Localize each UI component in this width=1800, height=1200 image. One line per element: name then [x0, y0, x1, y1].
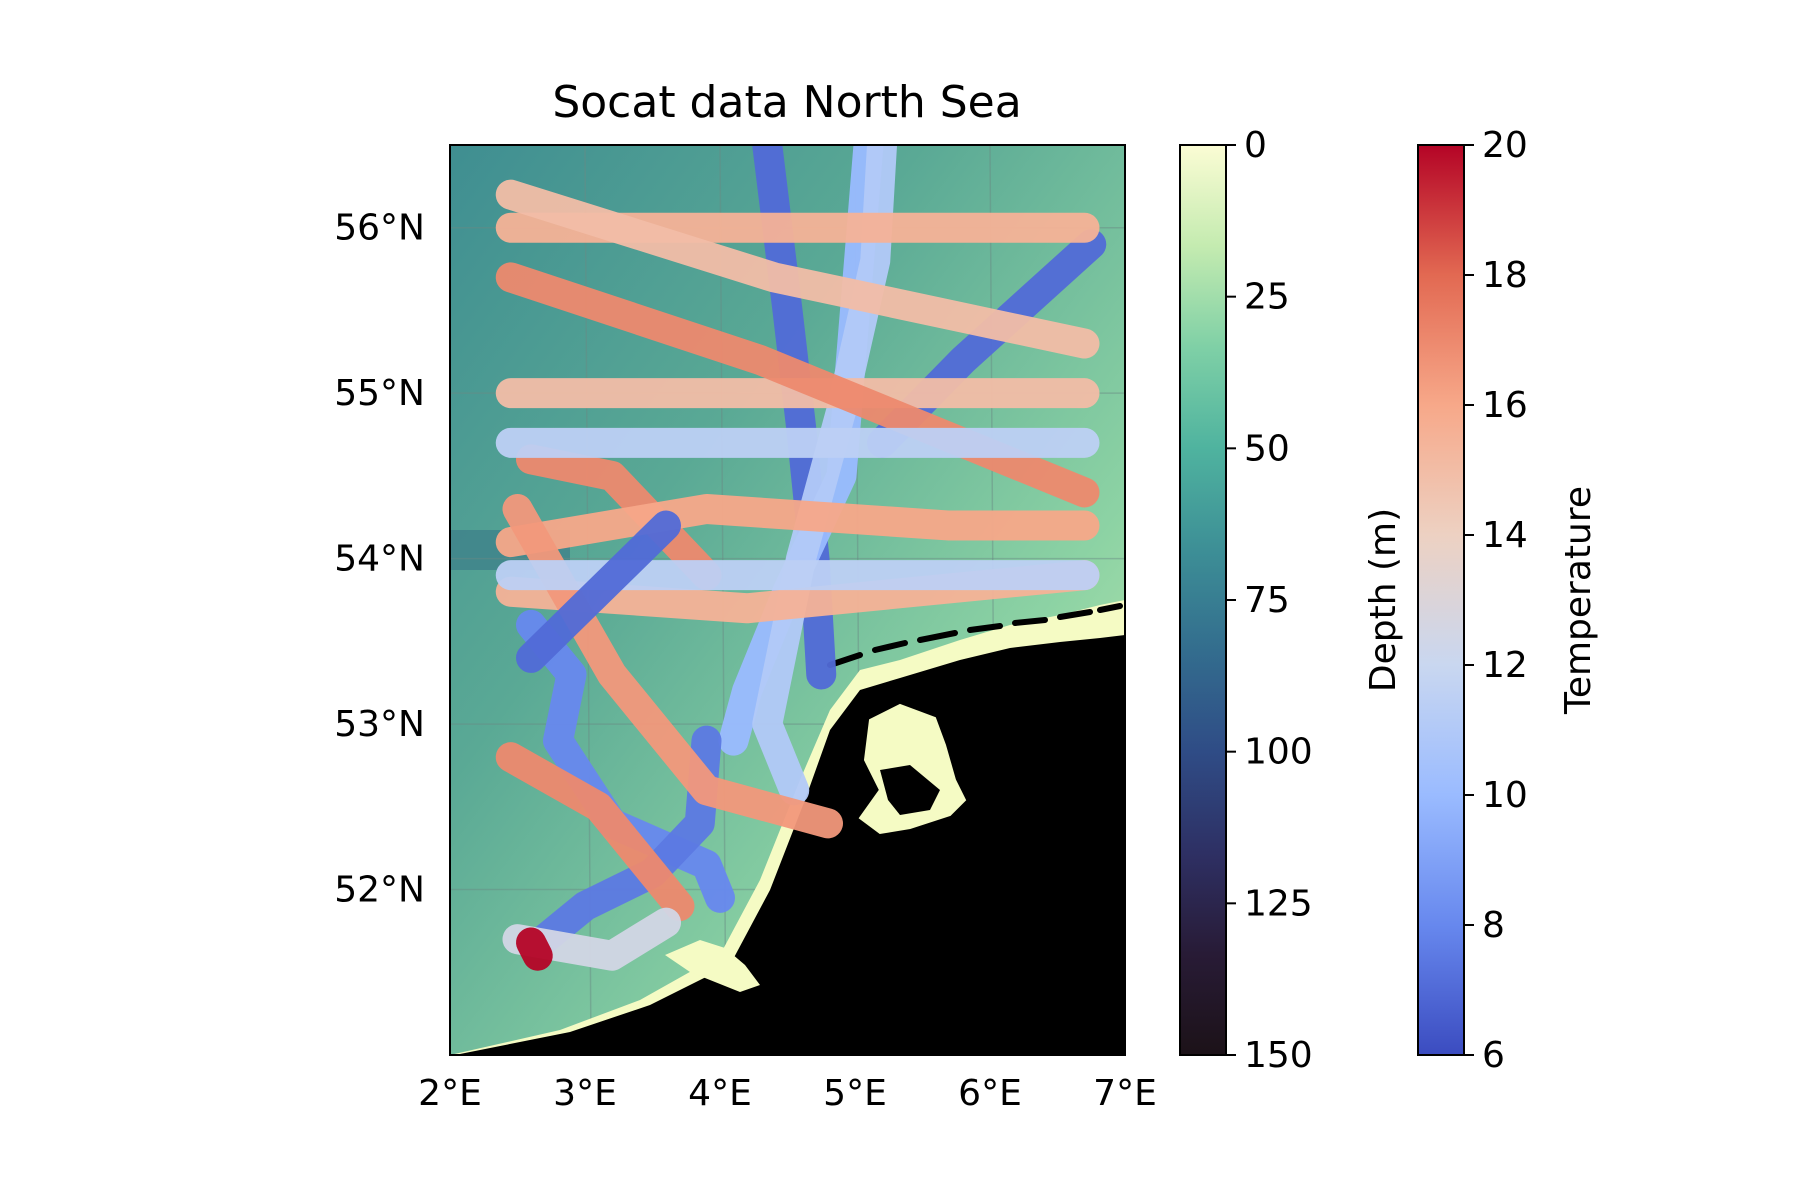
delta-islands: [665, 940, 760, 992]
temperature-tick-label: 18: [1482, 255, 1528, 296]
depth-tick-label: 100: [1244, 732, 1313, 773]
depth-tick-label: 0: [1244, 125, 1267, 166]
ship-track: [502, 907, 681, 971]
temperature-tick-label: 10: [1482, 775, 1528, 816]
temperature-tick-label: 6: [1482, 1035, 1505, 1076]
map-panel: 2°E 3°E 4°E 5°E 6°E 7°E 52°N 53°N 54°N 55°N 56°N: [334, 144, 1157, 1114]
x-tick-label: 3°E: [553, 1073, 617, 1114]
x-axis-ticks: 2°E 3°E 4°E 5°E 6°E 7°E: [418, 1073, 1157, 1114]
temperature-tick-label: 12: [1482, 645, 1528, 686]
temperature-tick-label: 16: [1482, 385, 1528, 426]
temperature-tick-label: 8: [1482, 905, 1505, 946]
temperature-colorbar-label: Temperature: [1558, 486, 1599, 715]
x-tick-label: 7°E: [1093, 1073, 1157, 1114]
y-tick-label: 56°N: [334, 208, 425, 249]
ship-track: [516, 510, 681, 673]
x-tick-label: 6°E: [958, 1073, 1022, 1114]
land: [455, 635, 1125, 1055]
y-tick-label: 53°N: [334, 704, 425, 745]
ship-track: [495, 494, 1100, 558]
y-axis-ticks: 52°N 53°N 54°N 55°N 56°N: [334, 208, 425, 911]
temperature-colorbar: 6 8 10 12 14 16 18 20 Temperature: [1417, 125, 1599, 1076]
ship-track: [516, 927, 553, 971]
x-tick-label: 4°E: [688, 1073, 752, 1114]
y-tick-label: 55°N: [334, 373, 425, 414]
depth-colorbar-ticks: 0 25 50 75 100 125 150: [1226, 125, 1313, 1076]
x-tick-label: 2°E: [418, 1073, 482, 1114]
temperature-colorbar-ticks: 6 8 10 12 14 16 18 20: [1464, 125, 1528, 1076]
ship-track: [516, 444, 722, 591]
ship-track: [495, 742, 695, 922]
depth-tick-label: 25: [1244, 277, 1290, 318]
chart-title: Socat data North Sea: [552, 77, 1021, 128]
temperature-tick-label: 20: [1482, 125, 1528, 166]
depth-tick-label: 125: [1244, 883, 1313, 924]
x-tick-label: 5°E: [823, 1073, 887, 1114]
depth-colorbar-label: Depth (m): [1363, 508, 1404, 692]
ship-track: [495, 179, 1100, 359]
temperature-colorbar-bar: [1417, 144, 1465, 1056]
ship-tracks: [495, 145, 1107, 971]
map-frame: [449, 144, 1126, 1056]
depth-tick-label: 75: [1244, 580, 1290, 621]
ship-track: [502, 494, 843, 839]
ijsselmeer-inner: [880, 765, 940, 815]
depth-colorbar-bar: [1179, 144, 1227, 1056]
y-tick-label: 52°N: [334, 870, 425, 911]
y-tick-label: 54°N: [334, 539, 425, 580]
depth-tick-label: 50: [1244, 428, 1290, 469]
depth-colorbar: 0 25 50 75 100 125 150 Depth (m): [1179, 125, 1404, 1076]
wadden-islands: [827, 603, 1123, 668]
depth-tick-label: 150: [1244, 1035, 1313, 1076]
ship-track: [495, 262, 1100, 508]
temperature-tick-label: 14: [1482, 515, 1528, 556]
